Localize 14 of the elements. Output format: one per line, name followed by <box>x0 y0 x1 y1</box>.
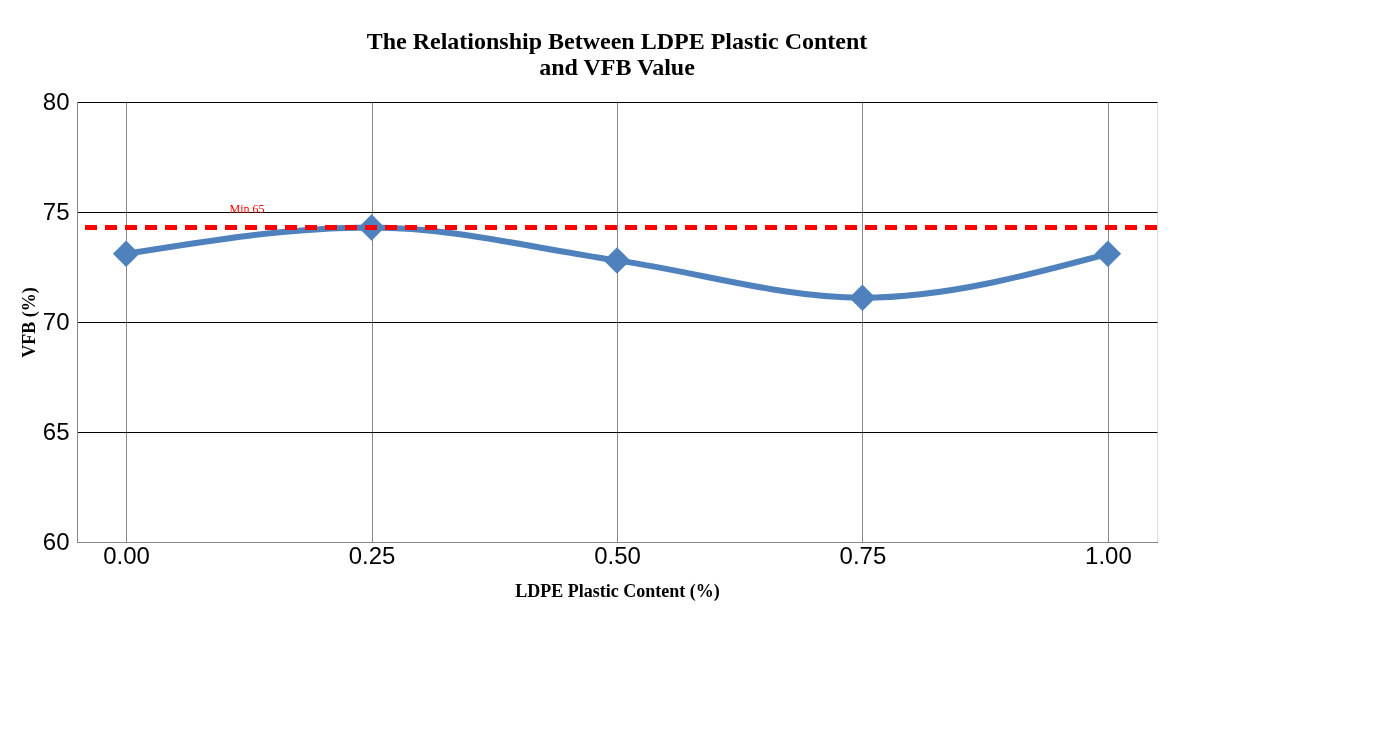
x-tick-label: 0.00 <box>103 541 150 569</box>
y-tick-label: 60 <box>42 527 70 555</box>
y-tick-label: 75 <box>42 197 70 225</box>
x-axis-title: LDPE Plastic Content (%) <box>515 580 720 602</box>
text: and VFB Value <box>539 54 695 80</box>
y-tick-label: 70 <box>42 307 70 335</box>
y-axis-title: VFB (%) <box>18 287 40 358</box>
y-tick-label: 80 <box>42 87 70 115</box>
x-tick-label: 0.50 <box>594 541 641 569</box>
x-tick-label: 0.75 <box>839 541 887 569</box>
x-tick-label: 0.25 <box>348 541 396 569</box>
y-tick-label: 65 <box>42 417 70 445</box>
x-tick-label: 1.00 <box>1085 541 1132 569</box>
text: The Relationship Between LDPE Plastic Content <box>366 28 868 54</box>
